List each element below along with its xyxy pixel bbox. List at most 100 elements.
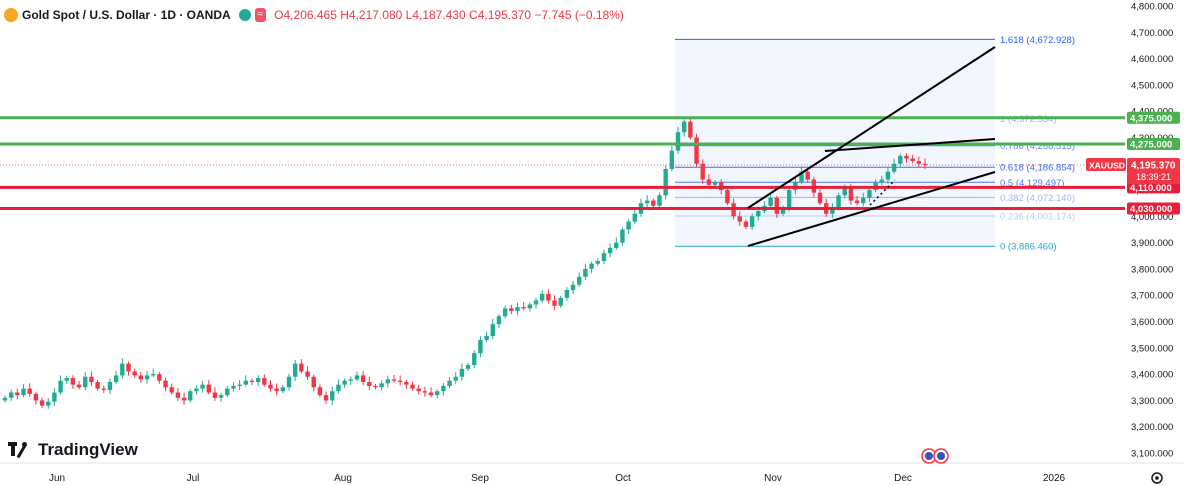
fib-label: 1.618 (4,672.928) [1000,35,1075,46]
candle [614,242,619,248]
candle [848,187,854,201]
fib-label: 0.236 (4,001.174) [1000,212,1075,223]
candle [675,132,681,151]
candle [95,382,100,389]
price-label-bg [1127,157,1180,184]
x-tick-label: Dec [894,473,912,484]
candle [904,155,909,159]
candle [725,190,730,204]
candle [663,169,668,196]
candle [885,171,891,180]
candle [910,158,915,162]
settings-gear-icon[interactable] [1151,472,1163,484]
candle [27,388,32,394]
candle [657,195,662,206]
y-tick-label: 3,200.000 [1131,422,1173,433]
candle [360,375,366,383]
fib-label: 1 (4,372.534) [1000,114,1057,125]
candle [922,163,928,166]
candle [120,363,125,376]
candle [70,378,76,385]
candle [8,392,14,398]
candle [181,397,187,401]
candle [842,187,847,196]
y-tick-label: 3,400.000 [1131,370,1173,381]
level-label-bg [1127,138,1180,151]
chart-title[interactable]: Gold Spot / U.S. Dollar · 1D · OANDA [22,8,231,22]
ohlc-values: O4,206.465 H4,217.080 L4,187.430 C4,195.… [274,8,624,22]
fib-label: 0 (3,886.460) [1000,242,1057,253]
y-tick-label: 4,600.000 [1131,54,1173,65]
candle [262,378,267,385]
candle [255,378,261,383]
candle [317,387,323,396]
trend-line[interactable] [824,138,996,152]
candle [521,307,526,309]
candle [780,208,786,214]
trend-line[interactable] [747,171,996,247]
market-status-icon[interactable] [238,9,251,21]
candle [465,364,471,369]
candle [552,300,557,306]
candle [879,179,884,183]
gold-symbol-icon [4,8,18,22]
y-tick-label: 4,500.000 [1131,80,1173,91]
data-badge[interactable]: ≈ [254,8,267,22]
candle [243,380,249,385]
candle [342,380,347,385]
candle [756,211,761,217]
candle [163,380,168,388]
y-tick-label: 3,100.000 [1131,449,1173,460]
candle [533,300,539,305]
candle [15,392,20,396]
candle [422,391,428,393]
candle [107,382,113,390]
candle [484,335,489,340]
candle [138,375,144,380]
trend-line-extension [994,120,1121,140]
price-label: 4,195.370 [1131,160,1176,171]
candle [132,371,137,376]
candle [805,171,810,180]
tradingview-logo-icon [8,442,32,459]
candle [33,393,39,401]
candle [76,384,82,388]
x-tick-label: Sep [471,473,489,484]
y-tick-label: 3,900.000 [1131,238,1173,249]
candle [737,216,742,222]
candle [496,316,502,325]
candle [144,375,150,380]
y-tick-label: 3,500.000 [1131,343,1173,354]
x-tick-label: Nov [764,473,782,484]
candle [354,375,360,380]
level-label: 4,030.000 [1130,204,1172,215]
x-tick-label: Jun [49,473,65,484]
candle [651,200,656,206]
candle [577,276,582,285]
candle [330,391,335,401]
economic-event-icon-inner [925,452,933,460]
candle [293,363,298,377]
change-value: −7.745 (−0.18%) [534,8,624,22]
candle [854,200,860,204]
tradingview-logo: TradingView [8,440,138,460]
fib-label: 0.786 (4,268.515) [1000,141,1075,152]
candle [830,208,835,214]
chart-header: Gold Spot / U.S. Dollar · 1D · OANDA ≈ O… [4,6,624,24]
candle [367,382,372,386]
candle [799,171,804,183]
candle [336,384,341,392]
candle [286,376,292,388]
candle [200,384,205,389]
level-label: 4,275.000 [1130,140,1172,151]
y-tick-label: 4,000.000 [1131,212,1173,223]
trend-line[interactable] [747,46,996,209]
candle [428,392,434,396]
candle [373,385,378,388]
candle [589,263,594,269]
level-label: 4,375.000 [1130,113,1172,124]
price-axis-bg [1126,0,1184,462]
candle [225,388,230,396]
candle [539,293,545,301]
